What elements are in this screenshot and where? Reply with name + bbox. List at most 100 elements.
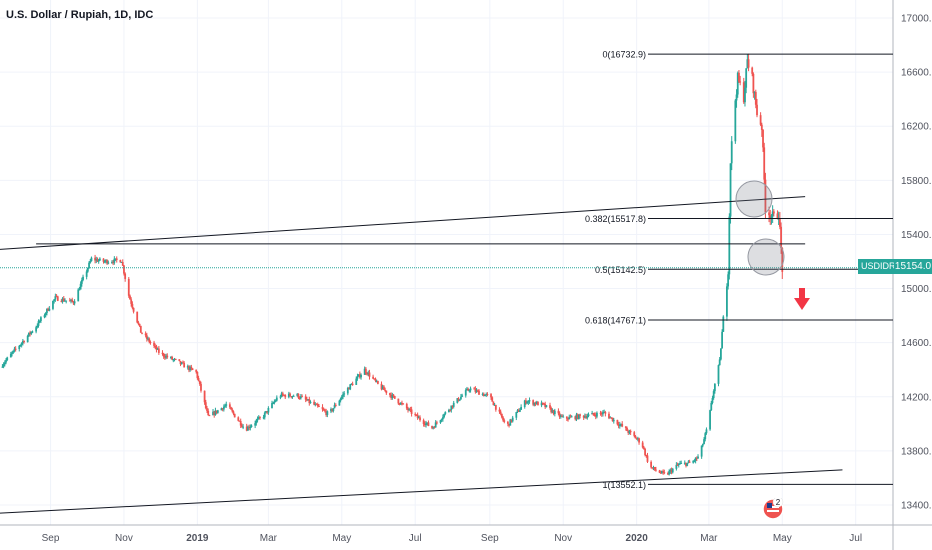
candle-body [11, 352, 13, 354]
candle-body [239, 420, 242, 426]
candle-body [21, 341, 24, 344]
candle-body [298, 397, 301, 399]
candle-body [498, 409, 501, 412]
candle-body [238, 420, 241, 422]
candle-body [746, 59, 749, 69]
candle-body [161, 352, 164, 354]
candle-body [195, 369, 198, 372]
candle-body [259, 417, 261, 419]
candle-body [464, 390, 467, 396]
candle-body [423, 424, 426, 426]
candle-body [95, 259, 98, 261]
candle-body [171, 356, 174, 360]
candle-body [326, 411, 329, 416]
candle-body [636, 438, 639, 440]
candle-body [364, 368, 367, 373]
candle-body [596, 412, 598, 417]
us-flag-event-icon[interactable]: 2 [762, 496, 784, 520]
candle-body [103, 261, 106, 263]
candle-body [759, 115, 762, 125]
candle-body [355, 378, 358, 385]
y-tick-label: 15400.0 [901, 230, 932, 241]
candle-body [585, 416, 588, 418]
candle-body [38, 321, 41, 323]
candle-body [776, 213, 779, 219]
candle-body [82, 276, 84, 281]
candle-body [338, 400, 341, 406]
candle-body [451, 405, 454, 407]
candle-body [70, 299, 72, 301]
candle-body [197, 378, 200, 381]
candle-body [89, 261, 92, 263]
candle-body [339, 398, 342, 401]
candle-body [653, 467, 656, 470]
candle-body [149, 342, 152, 344]
candle-body [466, 388, 468, 391]
candle-body [331, 409, 334, 411]
candle-body [182, 362, 184, 364]
candle-body [604, 412, 607, 414]
candle-body [693, 460, 696, 462]
candle-body [102, 258, 105, 262]
y-tick-label: 13800.0 [901, 446, 932, 457]
x-tick-label: Nov [115, 533, 133, 544]
candle-body [669, 469, 672, 472]
candle-body [119, 260, 122, 263]
candle-body [722, 316, 725, 332]
candle-body [79, 283, 82, 290]
candle-body [156, 348, 159, 350]
candle-body [225, 404, 228, 406]
candle-body [163, 356, 166, 358]
candle-body [138, 323, 141, 326]
candle-body [301, 396, 303, 398]
candle-body [762, 129, 764, 148]
candle-body [594, 415, 597, 417]
candle-body [764, 179, 767, 213]
candle-body [213, 411, 216, 416]
candle-body [330, 409, 332, 412]
candle-body [621, 423, 624, 427]
candle-body [105, 260, 107, 262]
candle-body [113, 258, 116, 263]
candle-body [677, 464, 680, 466]
candle-body [56, 296, 59, 301]
candle-body [29, 332, 31, 334]
candles [1, 53, 784, 476]
candle-body [638, 438, 640, 443]
candle-body [13, 348, 16, 351]
candle-body [147, 338, 149, 340]
candle-body [124, 273, 127, 279]
candle-body [449, 409, 452, 411]
candle-body [183, 362, 186, 368]
candle-body [351, 383, 354, 385]
candle-body [417, 417, 420, 419]
candle-body [701, 444, 704, 446]
candle-body [557, 410, 560, 414]
candle-body [121, 262, 124, 266]
candle-body [448, 409, 450, 413]
candle-body [265, 411, 267, 413]
candle-body [279, 396, 282, 398]
candle-body [266, 411, 269, 413]
fib-level-label: 0.5(15142.5) [595, 265, 646, 275]
candle-body [713, 383, 716, 392]
candle-body [427, 422, 430, 426]
candle-body [356, 376, 359, 379]
trendline [0, 469, 843, 514]
candle-body [153, 342, 155, 346]
candle-body [778, 218, 781, 227]
candle-body [290, 396, 293, 398]
candle-body [671, 468, 674, 473]
candle-body [31, 331, 34, 333]
candle-body [271, 403, 273, 408]
candle-body [484, 394, 486, 397]
candle-body [769, 215, 772, 219]
candle-body [85, 271, 88, 277]
candle-body [658, 470, 661, 473]
candle-body [582, 415, 585, 418]
candle-body [165, 355, 167, 358]
candle-body [545, 405, 548, 408]
candle-body [745, 68, 748, 88]
candle-body [54, 296, 57, 300]
